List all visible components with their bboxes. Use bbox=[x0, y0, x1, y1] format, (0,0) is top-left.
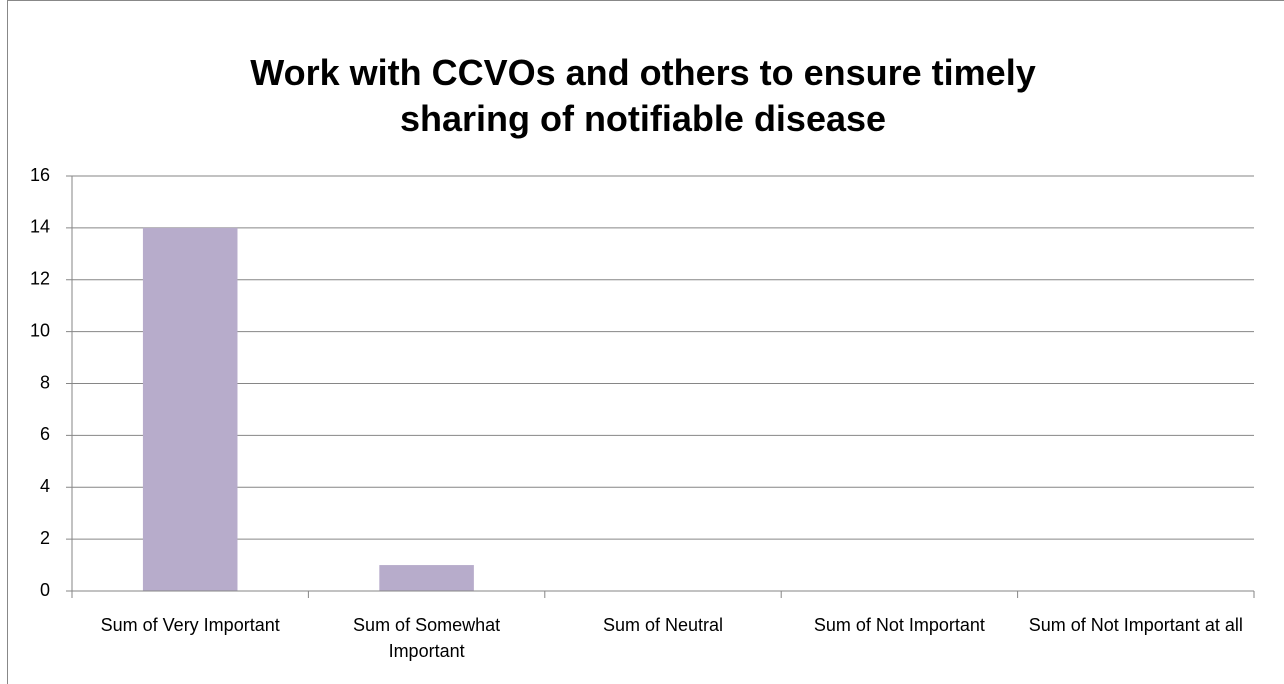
x-tick-label: Sum of Neutral bbox=[602, 615, 724, 635]
y-tick-label: 12 bbox=[30, 269, 50, 289]
bar bbox=[142, 227, 238, 591]
x-tick-label: Sum of Very Important bbox=[100, 615, 280, 635]
chart-border bbox=[7, 0, 1284, 684]
x-tick-label: Sum of Not Important bbox=[813, 615, 985, 635]
chart-title: Work with CCVOs and others to ensure tim… bbox=[250, 52, 1036, 139]
y-tick-label: 0 bbox=[40, 580, 50, 600]
x-tick-label: Sum of Not Important at all bbox=[1028, 615, 1243, 635]
y-tick-label: 2 bbox=[40, 528, 50, 548]
y-tick-label: 4 bbox=[40, 476, 50, 496]
y-tick-label: 14 bbox=[30, 217, 50, 237]
y-tick-label: 8 bbox=[40, 372, 50, 392]
y-tick-label: 6 bbox=[40, 424, 50, 444]
y-tick-label: 10 bbox=[30, 320, 50, 340]
bar bbox=[379, 565, 474, 591]
y-tick-label: 16 bbox=[30, 165, 50, 185]
x-tick-label: Sum of Somewhat Important bbox=[353, 615, 501, 661]
